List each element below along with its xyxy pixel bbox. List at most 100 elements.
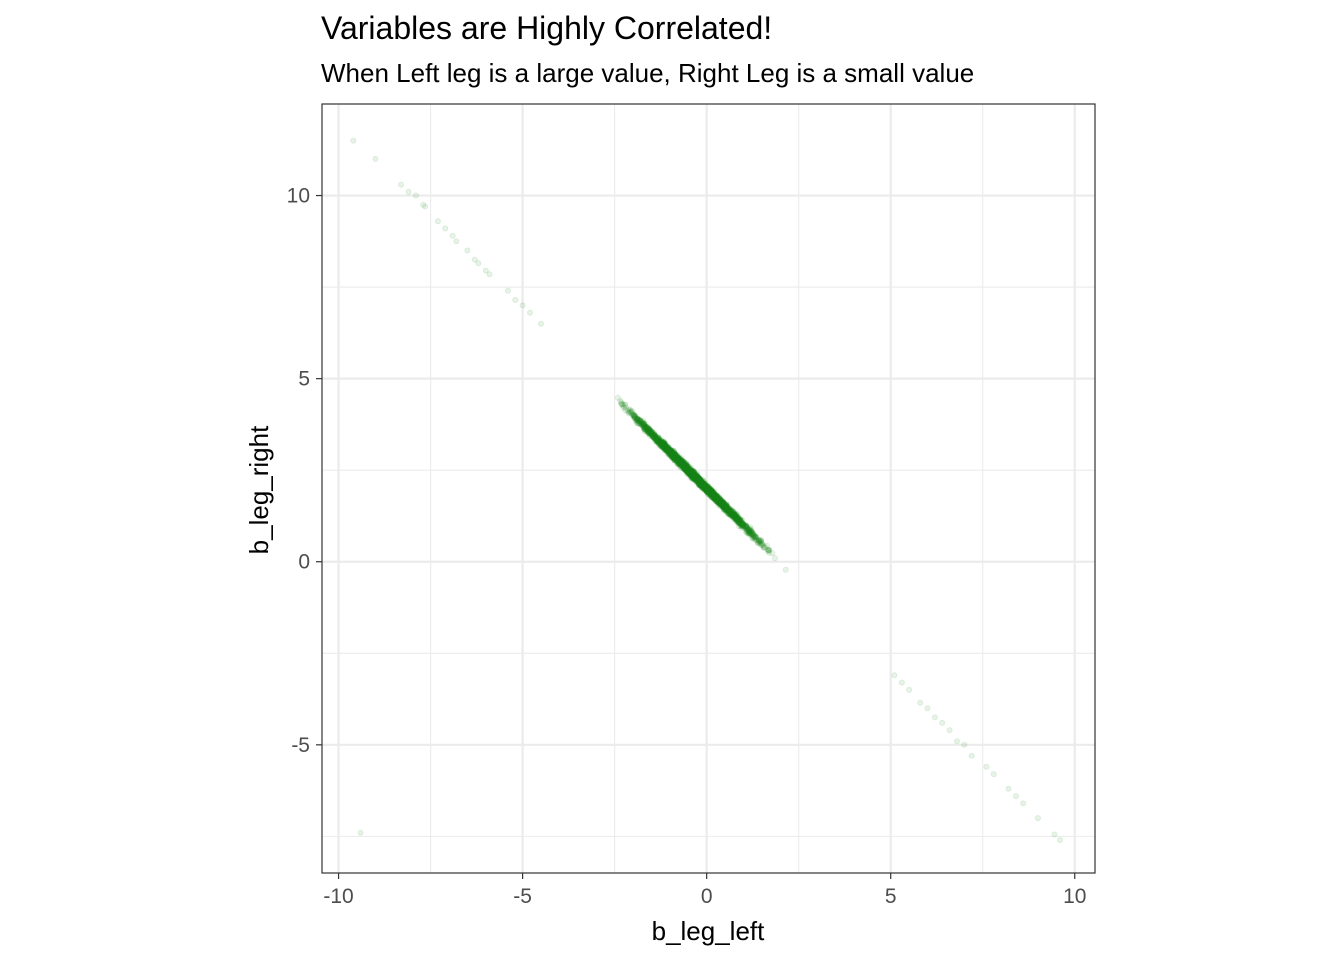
data-point [715, 494, 722, 501]
data-point [710, 493, 717, 500]
data-point [711, 491, 718, 498]
data-point [718, 500, 725, 507]
data-point [712, 491, 719, 498]
data-point [679, 460, 686, 467]
data-point [715, 495, 722, 502]
data-point [673, 456, 680, 463]
data-point [683, 464, 690, 471]
data-point [701, 483, 708, 490]
data-point [729, 512, 736, 519]
data-point [685, 462, 692, 469]
data-point [696, 477, 703, 484]
data-point [674, 456, 681, 463]
data-point [622, 401, 629, 408]
data-point [729, 511, 736, 518]
data-point [695, 476, 702, 483]
data-point [713, 494, 720, 501]
data-point [689, 470, 696, 477]
data-point [688, 470, 695, 477]
data-point [712, 493, 719, 500]
data-point [716, 498, 723, 505]
data-point [738, 521, 745, 528]
data-point [701, 481, 708, 488]
data-point [504, 287, 511, 294]
data-point [669, 450, 676, 457]
data-point [691, 471, 698, 478]
data-point [700, 480, 707, 487]
data-point [692, 475, 699, 482]
data-point [668, 450, 675, 457]
data-point [651, 434, 658, 441]
data-point [709, 491, 716, 498]
data-point [751, 533, 758, 540]
data-point [632, 415, 639, 422]
data-point [709, 490, 716, 497]
data-point [696, 478, 703, 485]
data-point [732, 513, 739, 520]
data-point [350, 137, 357, 144]
data-point [655, 437, 662, 444]
data-point [641, 422, 648, 429]
data-point [692, 474, 699, 481]
data-point [694, 475, 701, 482]
data-point [651, 434, 658, 441]
data-point [739, 516, 746, 523]
data-point [646, 426, 653, 433]
data-point [647, 430, 654, 437]
data-point [687, 469, 694, 476]
data-point [701, 483, 708, 490]
data-point [663, 447, 670, 454]
data-point [631, 412, 638, 419]
data-point [721, 503, 728, 510]
data-point [693, 477, 700, 484]
data-point [706, 490, 713, 497]
data-point [691, 472, 698, 479]
data-point [701, 484, 708, 491]
data-point [751, 533, 758, 540]
data-point [717, 498, 724, 505]
data-point [711, 496, 718, 503]
data-point [746, 531, 753, 538]
data-point [745, 526, 752, 533]
data-point [711, 488, 718, 495]
data-point [714, 495, 721, 502]
data-point [771, 555, 778, 562]
data-point [673, 455, 680, 462]
gridlines [322, 103, 1095, 873]
data-point [706, 488, 713, 495]
data-point [667, 449, 674, 456]
data-point [688, 469, 695, 476]
data-point [703, 486, 710, 493]
data-point [681, 465, 688, 472]
data-point [685, 468, 692, 475]
data-point [695, 478, 702, 485]
data-point [697, 478, 704, 485]
data-point [674, 455, 681, 462]
data-point [695, 475, 702, 482]
data-point [660, 438, 667, 445]
data-point [1020, 800, 1027, 807]
data-point [729, 511, 736, 518]
data-point [716, 495, 723, 502]
data-point [732, 516, 739, 523]
data-point [717, 498, 724, 505]
data-point [734, 518, 741, 525]
data-point [715, 496, 722, 503]
data-point [700, 483, 707, 490]
x-tick-label: 10 [1063, 885, 1086, 908]
data-point [690, 467, 697, 474]
data-point [686, 468, 693, 475]
data-point [674, 456, 681, 463]
data-point [728, 509, 735, 516]
data-point [692, 474, 699, 481]
data-point [694, 477, 701, 484]
data-point [740, 523, 747, 530]
data-point [741, 522, 748, 529]
data-point [697, 480, 704, 487]
data-point [686, 467, 693, 474]
data-point [519, 302, 526, 309]
y-tick-label: 10 [287, 185, 310, 208]
data-point [718, 501, 725, 508]
data-point [712, 497, 719, 504]
